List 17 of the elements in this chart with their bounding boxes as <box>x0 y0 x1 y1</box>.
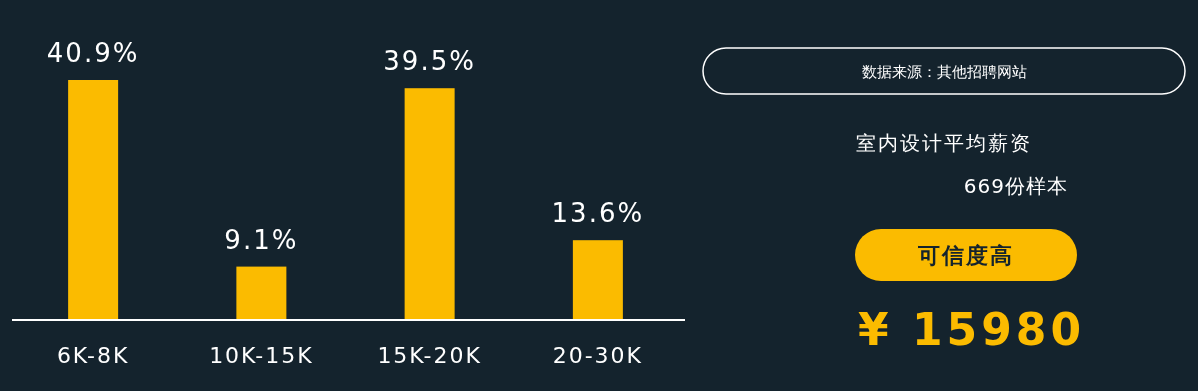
source-note: 数据来源：其他招聘网站 <box>861 63 1027 81</box>
text: ¥ 15980 <box>858 304 1086 355</box>
data-label: 9.1% <box>224 224 299 255</box>
text: 室内设计平均薪资 <box>856 131 1032 155</box>
data-label: 39.5% <box>383 46 476 77</box>
data-label: 40.9% <box>46 38 140 68</box>
x-tick-label: 15K-20K <box>377 343 482 368</box>
x-tick-label: 10K-15K <box>209 343 314 368</box>
x-tick-label: 6K-8K <box>56 343 130 368</box>
bar <box>236 266 287 320</box>
bar <box>68 80 119 320</box>
data-label: 13.6% <box>551 198 645 229</box>
bar <box>404 88 455 320</box>
bar <box>572 240 623 320</box>
text: 可信度高 <box>917 243 1014 268</box>
text: 669份样本 <box>963 174 1068 198</box>
x-tick-label: 20-30K <box>552 343 644 368</box>
